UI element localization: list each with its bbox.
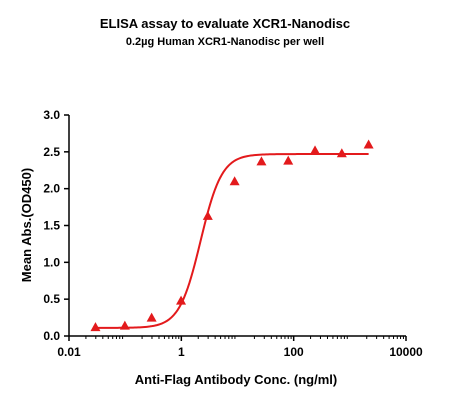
data-point <box>363 139 374 149</box>
data-point <box>310 145 321 155</box>
data-point <box>256 156 267 166</box>
data-point <box>336 148 347 158</box>
plot-area: 0.01 1 100 10000 0.0 0.5 1.0 1.5 2.0 2.5 3.0 <box>43 108 423 359</box>
y-tick-label: 0.5 <box>43 292 60 306</box>
data-point <box>283 155 294 165</box>
data-point <box>90 322 101 332</box>
y-tick-label: 1.5 <box>43 219 60 233</box>
chart-title: ELISA assay to evaluate XCR1-Nanodisc <box>100 16 350 31</box>
y-tick-label: 2.0 <box>43 182 60 196</box>
fit-curve <box>95 153 369 329</box>
y-axis-label: Mean Abs.(OD450) <box>19 168 34 282</box>
data-points <box>90 139 374 332</box>
y-ticks: 0.0 0.5 1.0 1.5 2.0 2.5 3.0 <box>43 108 69 343</box>
data-point <box>229 176 240 186</box>
data-point <box>119 320 130 330</box>
chart-subtitle: 0.2µg Human XCR1-Nanodisc per well <box>126 36 324 48</box>
data-point <box>176 295 187 305</box>
x-axis-label: Anti-Flag Antibody Conc. (ng/ml) <box>135 372 337 387</box>
y-tick-label: 2.5 <box>43 145 60 159</box>
y-tick-label: 1.0 <box>43 255 60 269</box>
data-point <box>202 210 213 220</box>
data-point <box>146 312 157 322</box>
y-tick-label: 0.0 <box>43 329 60 343</box>
x-tick-label: 0.01 <box>57 345 81 359</box>
x-ticks: 0.01 1 100 10000 <box>57 336 423 359</box>
x-tick-label: 100 <box>284 345 304 359</box>
y-tick-label: 3.0 <box>43 108 60 122</box>
x-tick-label: 1 <box>178 345 185 359</box>
x-tick-label: 10000 <box>389 345 423 359</box>
